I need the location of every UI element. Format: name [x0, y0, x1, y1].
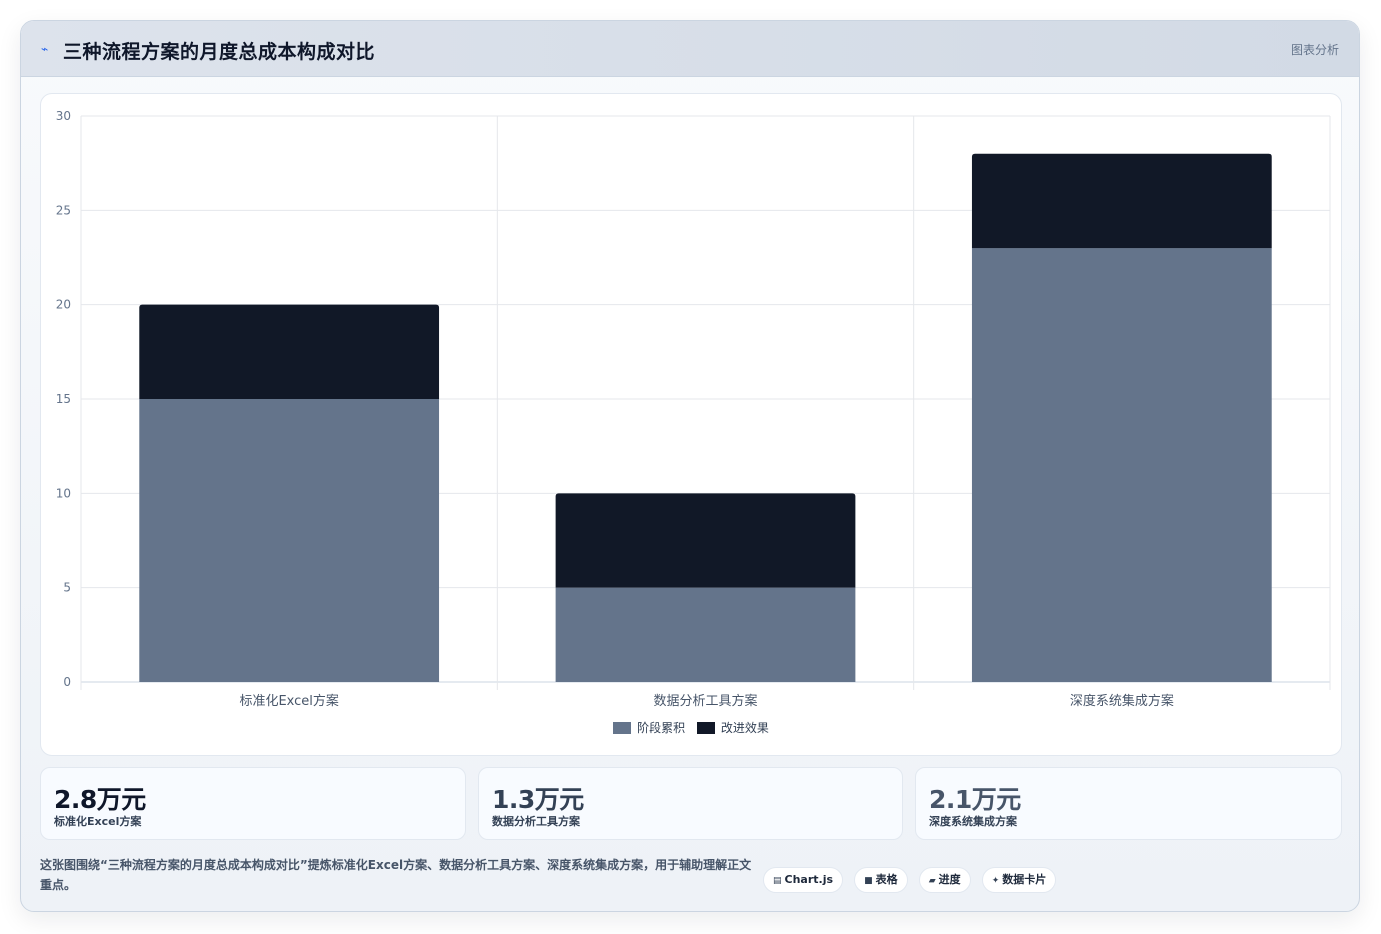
stat-card-integration: 2.1万元 深度系统集成方案 — [915, 767, 1342, 840]
chip-label: 数据卡片 — [1002, 873, 1047, 886]
card-header: ⌁ 三种流程方案的月度总成本构成对比 图表分析 — [21, 21, 1359, 77]
stacked-bar-chart: 0 5 10 15 20 25 30 标准化Excel方案 数据分析工具方案 深度系统集成方案 — [56, 109, 1331, 709]
chart-title: 三种流程方案的月度总成本构成对比 — [63, 41, 376, 63]
x-tick-label: 数据分析工具方案 — [653, 693, 757, 709]
chip-label: 表格 — [875, 873, 898, 886]
y-tick-label: 0 — [63, 675, 71, 689]
chip-label: 进度 — [938, 873, 961, 886]
stat-value: 1.3万元 — [492, 785, 584, 814]
x-tick-label: 标准化Excel方案 — [239, 693, 338, 709]
stat-value: 2.8万元 — [54, 785, 146, 814]
chart-card: ⌁ 三种流程方案的月度总成本构成对比 图表分析 0 5 10 15 20 25 30 标准化E… — [20, 20, 1360, 912]
bar-segment-1 — [139, 399, 440, 682]
legend-swatch-series-2 — [696, 722, 715, 734]
chart-icon: ▤ — [773, 876, 782, 886]
stat-card-excel: 2.8万元 标准化Excel方案 — [40, 767, 466, 840]
chart-panel: 0 5 10 15 20 25 30 标准化Excel方案 数据分析工具方案 深度系统集成方案 阶… — [40, 93, 1342, 756]
chip-progress[interactable]: ▰ 进度 — [918, 867, 971, 893]
y-tick-label: 5 — [63, 581, 71, 595]
chart-type-tag: 图表分析 — [1290, 43, 1339, 57]
bar-segment-2 — [555, 493, 856, 588]
stat-label: 标准化Excel方案 — [54, 815, 142, 828]
stat-card-analytics: 1.3万元 数据分析工具方案 — [478, 767, 903, 840]
y-tick-label: 20 — [56, 298, 71, 312]
y-tick-label: 25 — [56, 203, 71, 217]
bar-segment-1 — [971, 248, 1272, 683]
y-tick-label: 10 — [56, 486, 71, 500]
legend-label-series-1: 阶段累积 — [637, 721, 686, 735]
progress-icon: ▰ — [928, 876, 936, 886]
bar-segment-2 — [139, 304, 440, 399]
bar-segment-2 — [971, 153, 1272, 249]
legend-item-series-2[interactable]: 改进效果 — [696, 719, 769, 736]
stat-label: 数据分析工具方案 — [492, 815, 580, 828]
chip-row: ▤ Chart.js ■ 表格 ▰ 进度 ✦ 数据卡片 — [763, 867, 1062, 893]
stat-value: 2.1万元 — [929, 785, 1021, 814]
legend-label-series-2: 改进效果 — [720, 721, 769, 735]
y-tick-label: 30 — [56, 109, 71, 123]
line-chart-icon: ⌁ — [41, 42, 49, 56]
bar-segment-1 — [555, 587, 856, 682]
chip-chartjs[interactable]: ▤ Chart.js — [763, 867, 844, 893]
chip-table[interactable]: ■ 表格 — [854, 867, 908, 893]
table-icon: ■ — [864, 876, 873, 886]
y-tick-label: 15 — [56, 392, 71, 406]
legend-item-series-1[interactable]: 阶段累积 — [613, 719, 685, 736]
chip-label: Chart.js — [784, 873, 834, 886]
legend-swatch-series-1 — [613, 722, 632, 734]
stat-label: 深度系统集成方案 — [929, 815, 1017, 828]
chart-legend: 阶段累积 改进效果 — [41, 719, 1341, 736]
chip-data-card[interactable]: ✦ 数据卡片 — [981, 867, 1057, 893]
footer-note: 这张图围绕“三种流程方案的月度总成本构成对比”提炼标准化Excel方案、数据分析… — [40, 858, 752, 892]
sparkle-icon: ✦ — [991, 876, 1000, 886]
x-tick-label: 深度系统集成方案 — [1070, 693, 1174, 709]
